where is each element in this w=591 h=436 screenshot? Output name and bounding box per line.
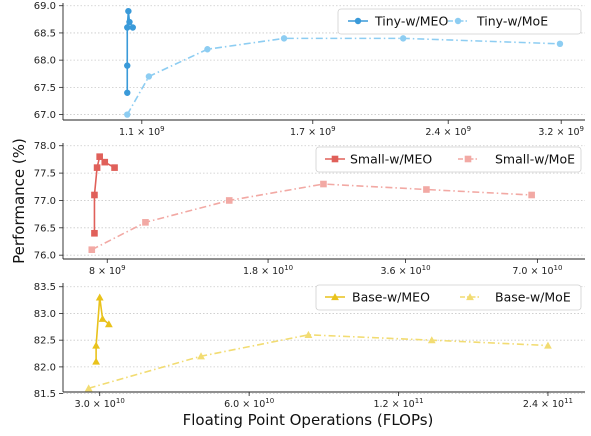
y-tick-label-2: 77.0 (34, 196, 56, 207)
series-line-Base-w/MEO (95, 297, 110, 362)
legend-label-Tiny-w/MoE: Tiny-w/MoE (476, 14, 548, 29)
legend-marker-Base-w/MEO (331, 293, 339, 301)
series-line-Small-w/MoE (91, 183, 532, 251)
data-point-Small-w/MoE-3 (320, 180, 327, 188)
data-point-Base-w/MEO-0 (92, 357, 101, 365)
x-tick-label-0: 3.0 × 1010 (75, 397, 125, 410)
y-tick-label-3: 83.0 (34, 309, 56, 320)
legend-label-Base-w/MEO: Base-w/MEO (352, 290, 430, 305)
data-point-Tiny-w/MEO-4 (126, 18, 133, 26)
data-point-Base-w/MoE-1 (197, 352, 205, 360)
data-point-Tiny-w/MEO-3 (125, 7, 132, 15)
data-point-Base-w/MEO-2 (95, 293, 104, 301)
data-point-Tiny-w/MEO-0 (124, 89, 131, 96)
panel-1: 67.0 67.5 68.0 68.5 69.0 1.1 × 109 1.7 × 109 2.… (34, 1, 585, 138)
panel-2: 76.0 76.5 77.0 77.5 78.0 8 × 109 1.8 × 1010 3.6… (34, 141, 585, 277)
legend-label-Small-w/MEO: Small-w/MEO (350, 152, 432, 167)
legend-label-Small-w/MoE: Small-w/MoE (495, 152, 575, 167)
y-tick-label-0: 81.5 (34, 389, 56, 400)
y-tick-label-0: 67.0 (34, 110, 56, 121)
data-point-Tiny-w/MoE-0 (124, 111, 131, 118)
y-tick-label-4: 78.0 (34, 141, 56, 152)
x-tick-label-3: 7.0 × 1010 (512, 264, 562, 277)
data-point-Small-w/MEO-5 (111, 164, 118, 171)
data-point-Base-w/MoE-3 (427, 336, 436, 344)
x-tick-label-2: 2.4 × 109 (425, 125, 471, 138)
legend-marker-Tiny-w/MoE (454, 17, 462, 25)
y-axis-label: Performance (%) (10, 138, 28, 264)
data-point-Small-w/MEO-3 (96, 153, 103, 160)
data-point-Small-w/MEO-2 (93, 164, 101, 171)
y-tick-label-1: 67.5 (34, 83, 56, 94)
x-tick-label-0: 8 × 109 (89, 264, 126, 277)
data-point-Tiny-w/MoE-1 (145, 73, 153, 80)
data-point-Tiny-w/MEO-2 (124, 24, 131, 31)
data-point-Tiny-w/MEO-1 (124, 62, 131, 69)
x-axis-label: Floating Point Operations (FLOPs) (183, 411, 434, 429)
x-tick-label-1: 6.0 × 1010 (224, 397, 274, 410)
data-point-Small-w/MoE-0 (88, 246, 96, 253)
data-point-Small-w/MEO-0 (91, 229, 98, 237)
data-point-Base-w/MEO-3 (98, 314, 107, 322)
series-line-Tiny-w/MoE (126, 37, 560, 115)
x-tick-label-3: 3.2 × 109 (538, 125, 584, 138)
data-point-Tiny-w/MoE-4 (399, 35, 407, 42)
legend-box (315, 284, 582, 311)
legend-marker-Tiny-w/MEO (354, 17, 362, 25)
panel-3: 81.5 82.0 82.5 83.0 83.5 3.0 × 1010 6.0 × 1010… (34, 282, 585, 410)
legend-marker-Small-w/MoE (464, 155, 472, 163)
legend-label-Tiny-w/MEO: Tiny-w/MEO (374, 14, 448, 29)
x-tick-label-3: 2.4 × 1011 (523, 397, 573, 410)
data-point-Small-w/MoE-5 (528, 191, 535, 199)
y-tick-label-2: 82.5 (34, 336, 56, 347)
legend-box (315, 146, 582, 173)
data-point-Small-w/MoE-4 (423, 186, 430, 193)
data-point-Small-w/MEO-1 (91, 191, 98, 199)
data-point-Small-w/MEO-4 (101, 158, 109, 166)
data-point-Base-w/MEO-4 (104, 320, 113, 328)
y-tick-label-1: 76.5 (34, 223, 56, 234)
data-point-Small-w/MoE-2 (225, 197, 233, 204)
data-point-Tiny-w/MoE-5 (556, 40, 564, 48)
x-tick-label-0: 1.1 × 109 (119, 125, 165, 138)
y-tick-label-4: 69.0 (34, 1, 56, 12)
data-point-Base-w/MoE-0 (84, 384, 93, 392)
data-point-Base-w/MoE-2 (304, 330, 313, 338)
y-tick-label-3: 77.5 (34, 169, 56, 180)
legend-label-Base-w/MoE: Base-w/MoE (495, 290, 571, 305)
data-point-Tiny-w/MEO-5 (129, 24, 136, 31)
data-point-Small-w/MoE-1 (142, 219, 149, 226)
x-tick-label-2: 3.6 × 1010 (380, 264, 430, 277)
data-point-Base-w/MEO-1 (92, 341, 101, 349)
data-point-Tiny-w/MoE-3 (280, 35, 288, 42)
data-point-Tiny-w/MoE-2 (204, 46, 211, 53)
legend-marker-Small-w/MEO (331, 155, 339, 163)
legend-marker-Base-w/MoE (466, 293, 474, 301)
x-tick-label-1: 1.8 × 1010 (243, 264, 293, 277)
x-tick-label-1: 1.7 × 109 (290, 125, 336, 138)
y-tick-label-1: 82.0 (34, 362, 56, 373)
y-tick-label-3: 68.5 (34, 28, 56, 39)
y-tick-label-2: 68.0 (34, 56, 56, 67)
y-tick-label-0: 76.0 (34, 251, 56, 262)
series-line-Base-w/MoE (88, 334, 548, 390)
y-tick-label-4: 83.5 (34, 282, 56, 293)
x-tick-label-2: 1.2 × 1011 (373, 397, 423, 410)
data-point-Base-w/MoE-4 (544, 341, 552, 349)
